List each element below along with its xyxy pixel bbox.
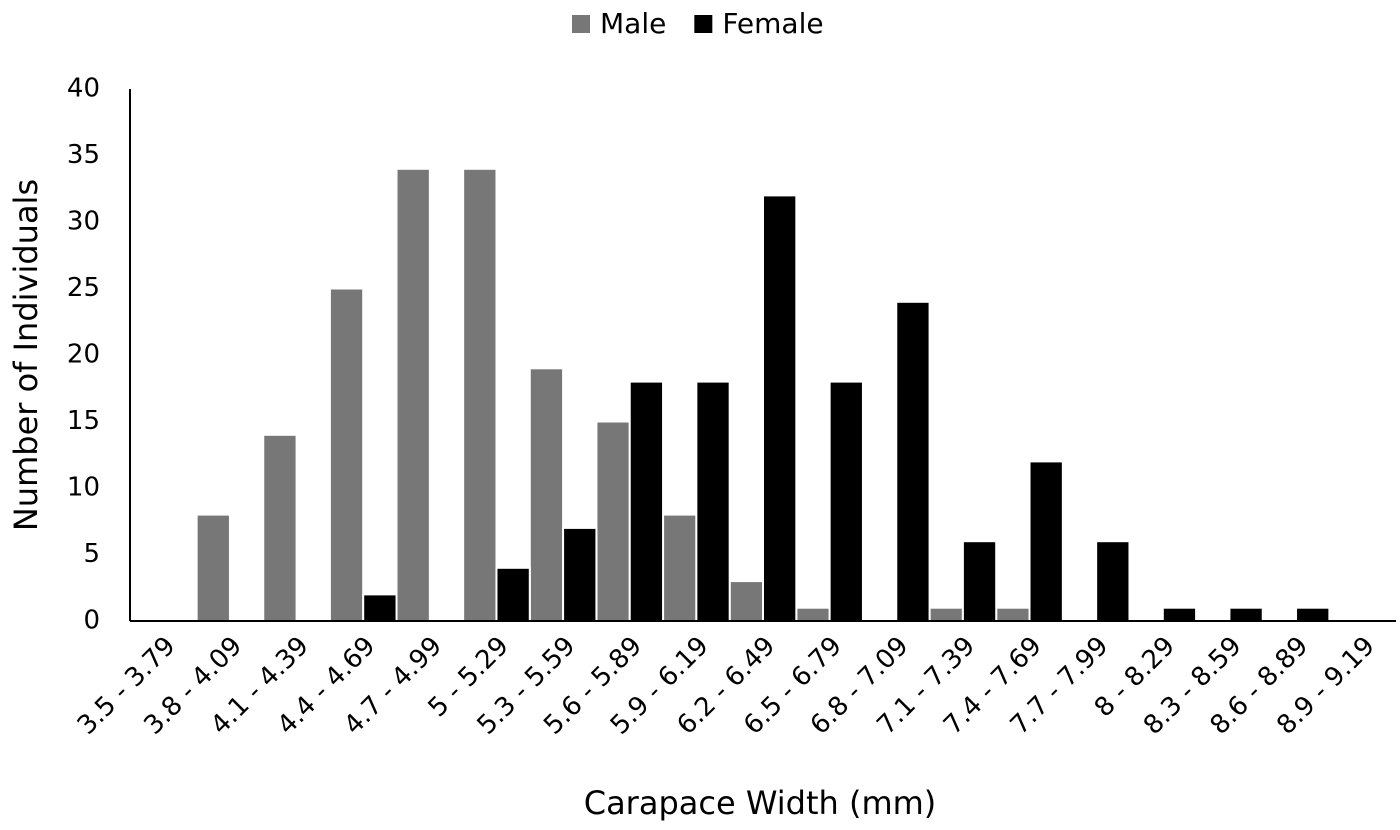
bar	[562, 526, 598, 623]
bar	[495, 566, 531, 622]
bar	[662, 513, 698, 622]
bar	[695, 380, 731, 622]
bar	[528, 367, 565, 622]
bar	[628, 380, 665, 622]
legend-swatch	[572, 15, 590, 33]
bar	[762, 194, 798, 622]
legend-label: Male	[600, 7, 666, 40]
y-axis-title: Number of Individuals	[7, 179, 45, 531]
bar	[1095, 540, 1131, 623]
bar	[795, 606, 831, 623]
bar	[395, 167, 431, 623]
y-tick-label: 30	[67, 207, 100, 237]
bar	[1028, 460, 1064, 622]
bar	[961, 540, 998, 623]
bar	[928, 606, 964, 623]
legend-swatch	[694, 15, 713, 33]
y-tick-label: 10	[67, 473, 100, 503]
bar	[1228, 606, 1264, 623]
bar	[595, 420, 631, 622]
bar	[195, 513, 231, 622]
bar	[1295, 606, 1331, 623]
bar	[462, 167, 498, 623]
y-tick-label: 40	[67, 74, 100, 104]
y-tick-label: 20	[67, 340, 100, 370]
x-axis-title: Carapace Width (mm)	[584, 784, 937, 822]
bar	[328, 287, 365, 622]
y-tick-label: 15	[67, 406, 100, 436]
y-tick-label: 0	[83, 606, 100, 636]
bar	[895, 300, 931, 622]
legend-label: Female	[722, 7, 823, 40]
bar	[262, 433, 298, 622]
bar	[995, 606, 1031, 623]
y-tick-label: 5	[83, 539, 100, 569]
y-tick-label: 25	[67, 273, 100, 303]
bar	[728, 580, 764, 622]
y-tick-label: 35	[67, 140, 100, 170]
bar	[1161, 606, 1198, 623]
bar	[362, 593, 398, 623]
bar	[828, 380, 864, 622]
